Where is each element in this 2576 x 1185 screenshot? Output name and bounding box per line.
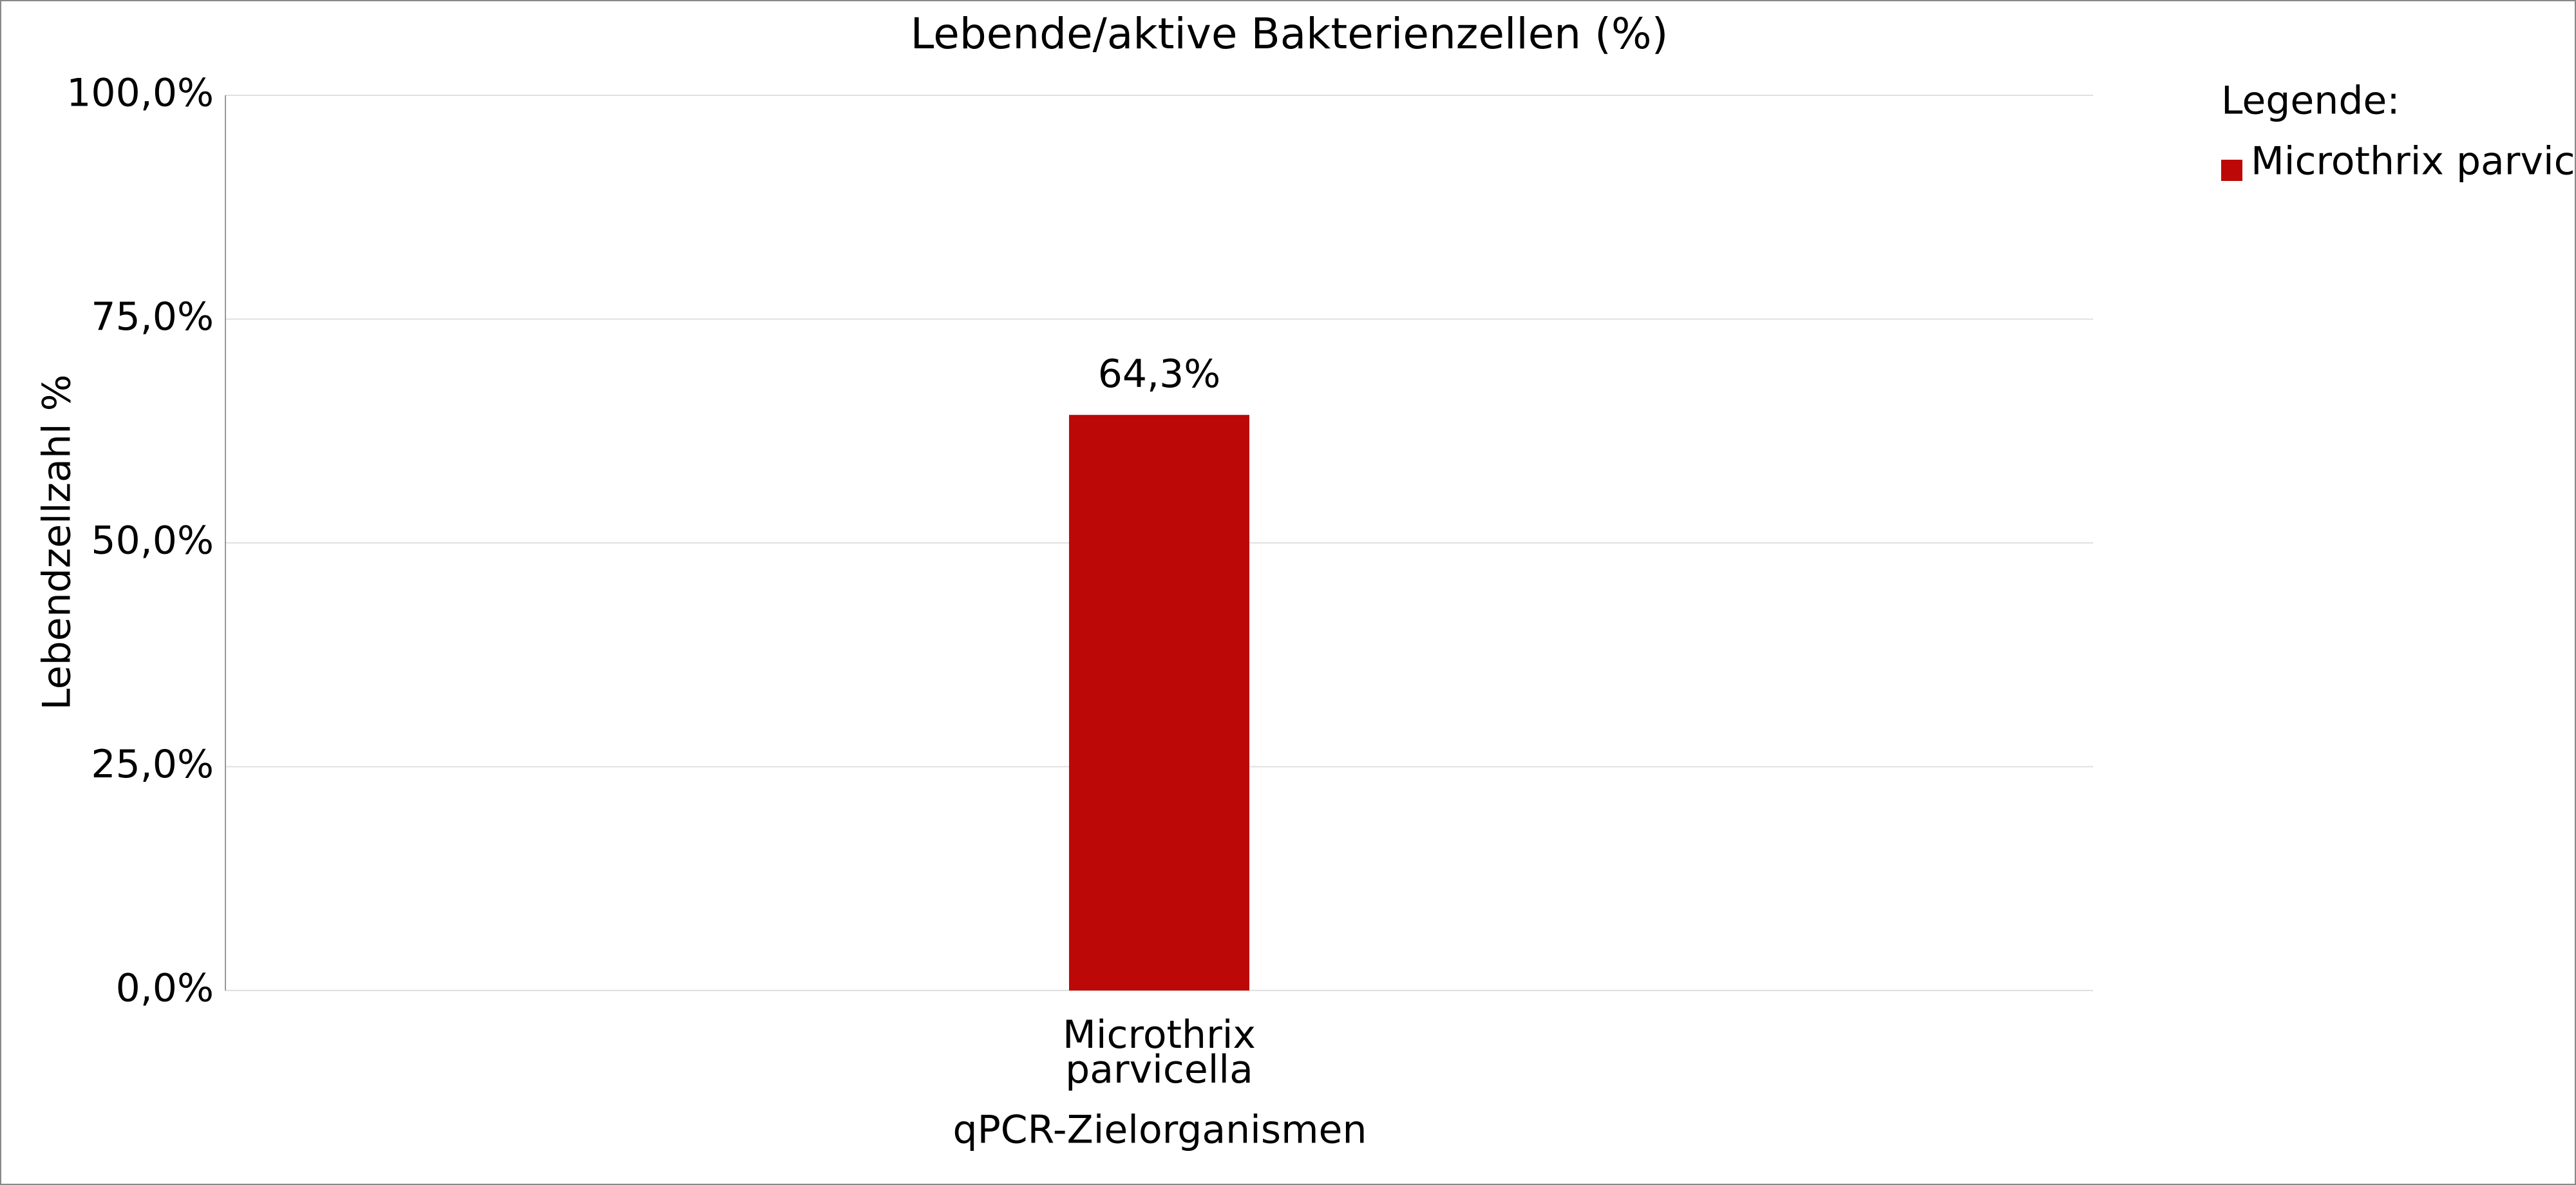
legend-label: Microthrix parvicella [2251, 139, 2576, 184]
y-tick-label: 25,0% [91, 742, 214, 787]
chart-title: Lebende/aktive Bakterienzellen (%) [911, 9, 1669, 59]
legend-title: Legende: [2221, 79, 2400, 124]
y-axis-title: Lebendzellzahl % [35, 374, 80, 710]
x-tick-label: Microthrix parvicella [1063, 1012, 1256, 1092]
y-tick-label: 50,0% [91, 518, 214, 564]
y-tick-label: 0,0% [116, 966, 214, 1011]
bar [1069, 415, 1249, 991]
value-label: 64,3% [1098, 352, 1221, 397]
y-tick-label: 75,0% [91, 294, 214, 339]
y-tick-label: 100,0% [66, 71, 214, 116]
x-axis-title: qPCR-Zielorganismen [953, 1108, 1367, 1153]
legend-swatch [2221, 160, 2242, 181]
